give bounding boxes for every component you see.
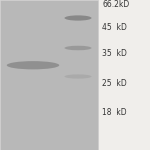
Text: 18  kD: 18 kD <box>102 108 127 117</box>
Text: 25  kD: 25 kD <box>102 80 127 88</box>
FancyBboxPatch shape <box>0 0 98 150</box>
Text: 45  kD: 45 kD <box>102 22 127 32</box>
Ellipse shape <box>7 61 59 69</box>
Text: 35  kD: 35 kD <box>102 49 127 58</box>
Ellipse shape <box>64 46 92 50</box>
Ellipse shape <box>64 74 92 79</box>
Ellipse shape <box>64 15 92 21</box>
Text: 66.2kD: 66.2kD <box>102 0 129 9</box>
